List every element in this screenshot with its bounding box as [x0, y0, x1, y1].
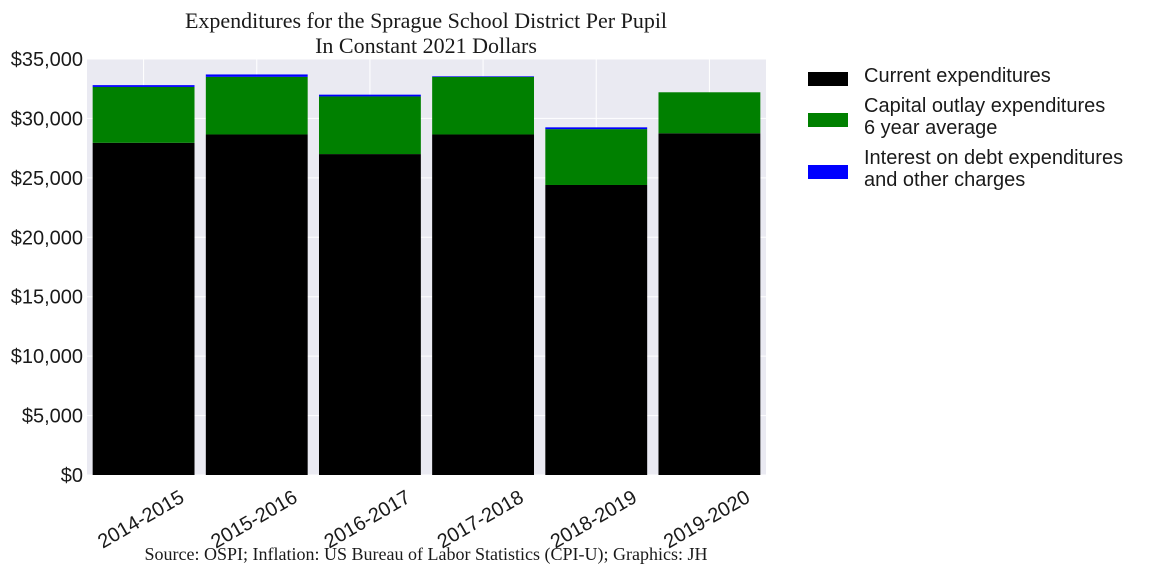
- legend-label: Capital outlay expenditures: [864, 95, 1105, 117]
- bar-segment-2015-2016-series-0: [205, 134, 308, 475]
- legend-label: and other charges: [864, 169, 1025, 191]
- bar-segment-2017-2018-series-2: [432, 76, 535, 77]
- bar-segment-2019-2020-series-0: [658, 133, 761, 476]
- bar-segment-2014-2015-series-1: [92, 86, 195, 143]
- legend: Current expenditures Capital outlay expen…: [808, 65, 1123, 191]
- y-tick-label: $30,000: [11, 108, 83, 130]
- bar-segment-2019-2020-series-1: [658, 92, 761, 134]
- legend-label: 6 year average: [864, 117, 997, 139]
- legend-swatch-0: [808, 72, 848, 86]
- y-tick-label: $35,000: [11, 49, 83, 71]
- chart-subtitle: In Constant 2021 Dollars: [315, 33, 537, 58]
- bar-segment-2014-2015-series-2: [92, 85, 195, 87]
- bar-segment-2014-2015-series-0: [92, 142, 195, 475]
- bar-segment-2016-2017-series-1: [318, 96, 421, 155]
- bar-segment-2018-2019-series-1: [545, 129, 648, 185]
- legend-label: Current expenditures: [864, 65, 1051, 87]
- legend-swatch-1: [808, 113, 848, 127]
- y-axis-ticks: $0 $5,000 $10,000 $15,000 $20,000 $25,000 $30,…: [11, 49, 83, 487]
- bar-segment-2015-2016-series-1: [205, 76, 308, 135]
- y-tick-label: $25,000: [11, 168, 83, 190]
- chart-title: Expenditures for the Sprague School Dist…: [185, 8, 667, 33]
- bar-segment-2017-2018-series-1: [432, 76, 535, 135]
- y-tick-label: $20,000: [11, 227, 83, 249]
- bar-segment-2017-2018-series-0: [432, 134, 535, 475]
- legend-swatch-2: [808, 165, 848, 179]
- bar-segment-2018-2019-series-0: [545, 184, 648, 475]
- y-tick-label: $5,000: [22, 406, 83, 428]
- y-tick-label: $15,000: [11, 287, 83, 309]
- bars: [92, 74, 761, 476]
- plot-area: [87, 59, 766, 475]
- bar-segment-2015-2016-series-2: [205, 74, 308, 77]
- legend-label: Interest on debt expenditures: [864, 147, 1123, 169]
- bar-segment-2016-2017-series-2: [318, 94, 421, 97]
- source-note: Source: OSPI; Inflation: US Bureau of La…: [145, 544, 708, 565]
- y-tick-label: $0: [61, 465, 83, 487]
- bar-segment-2018-2019-series-2: [545, 127, 648, 130]
- y-tick-label: $10,000: [11, 346, 83, 368]
- bar-segment-2016-2017-series-0: [318, 154, 421, 476]
